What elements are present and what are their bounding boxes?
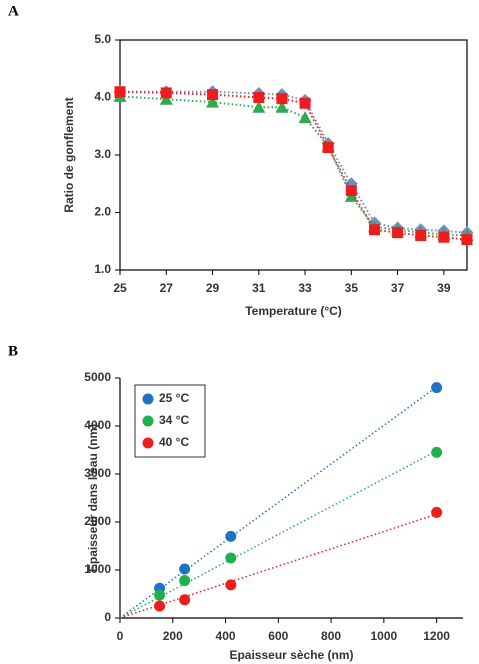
x-tick-label: 0 <box>117 629 124 643</box>
y-tick-label: 1000 <box>84 562 111 576</box>
marker <box>431 382 443 394</box>
x-tick-label: 1000 <box>370 629 397 643</box>
x-axis-title: Temperature (°C) <box>245 304 342 318</box>
series-line <box>120 90 468 234</box>
y-tick-label: 3.0 <box>94 147 111 161</box>
x-tick-label: 400 <box>216 629 236 643</box>
marker <box>431 506 443 518</box>
marker <box>225 579 237 591</box>
x-tick-label: 27 <box>160 281 174 295</box>
y-tick-label: 3000 <box>84 466 111 480</box>
x-tick-label: 39 <box>437 281 451 295</box>
x-tick-label: 800 <box>321 629 341 643</box>
x-tick-label: 35 <box>345 281 359 295</box>
marker <box>276 93 288 105</box>
plot-frame <box>119 39 468 271</box>
marker <box>154 589 166 601</box>
trend-line <box>119 386 438 619</box>
panel-label: A <box>8 3 19 19</box>
marker <box>179 563 191 575</box>
marker <box>159 92 173 105</box>
legend-label: 34 °C <box>159 413 189 427</box>
series-line <box>119 90 468 241</box>
marker <box>160 87 172 99</box>
marker <box>368 224 380 236</box>
marker <box>345 185 357 197</box>
marker <box>415 230 427 241</box>
marker <box>275 100 289 113</box>
marker <box>392 227 404 239</box>
marker <box>142 393 154 405</box>
x-tick-label: 29 <box>206 281 220 295</box>
x-axis-title: Epaisseur sèche (nm) <box>229 648 353 662</box>
marker <box>252 100 266 113</box>
y-tick-label: 0 <box>104 610 111 624</box>
y-tick-label: 2.0 <box>94 205 111 219</box>
y-axis-title: Epaisseur dans l'eau (nm) <box>86 424 100 572</box>
legend-label: 40 °C <box>159 435 189 449</box>
y-tick-label: 5000 <box>84 370 111 384</box>
marker <box>438 231 450 243</box>
y-tick-label: 2000 <box>84 514 111 528</box>
trend-line <box>119 513 437 619</box>
marker <box>206 95 220 108</box>
marker <box>179 575 191 587</box>
x-tick-label: 1200 <box>423 629 450 643</box>
y-tick-label: 4000 <box>84 418 111 432</box>
trend-line <box>119 450 437 619</box>
legend-label: 25 °C <box>159 391 189 405</box>
marker <box>142 437 154 449</box>
marker <box>154 600 166 612</box>
marker <box>299 97 311 109</box>
x-tick-label: 37 <box>391 281 405 295</box>
marker <box>207 89 219 101</box>
y-tick-label: 5.0 <box>94 32 111 46</box>
y-tick-label: 1.0 <box>94 262 111 276</box>
marker <box>298 111 312 124</box>
y-tick-label: 4.0 <box>94 90 111 104</box>
marker <box>431 446 443 458</box>
x-tick-label: 600 <box>268 629 288 643</box>
marker <box>225 530 237 542</box>
marker <box>114 86 126 98</box>
marker <box>225 552 237 564</box>
marker <box>253 92 265 103</box>
x-tick-label: 33 <box>298 281 312 295</box>
series-line <box>119 95 468 237</box>
x-tick-label: 200 <box>163 629 183 643</box>
marker <box>142 415 154 427</box>
marker <box>461 234 473 246</box>
panel-label: B <box>8 343 18 359</box>
marker <box>179 594 191 606</box>
x-tick-label: 31 <box>252 281 266 295</box>
y-axis-title: Ratio de gonflement <box>62 97 76 212</box>
marker <box>322 142 334 154</box>
x-tick-label: 25 <box>113 281 127 295</box>
